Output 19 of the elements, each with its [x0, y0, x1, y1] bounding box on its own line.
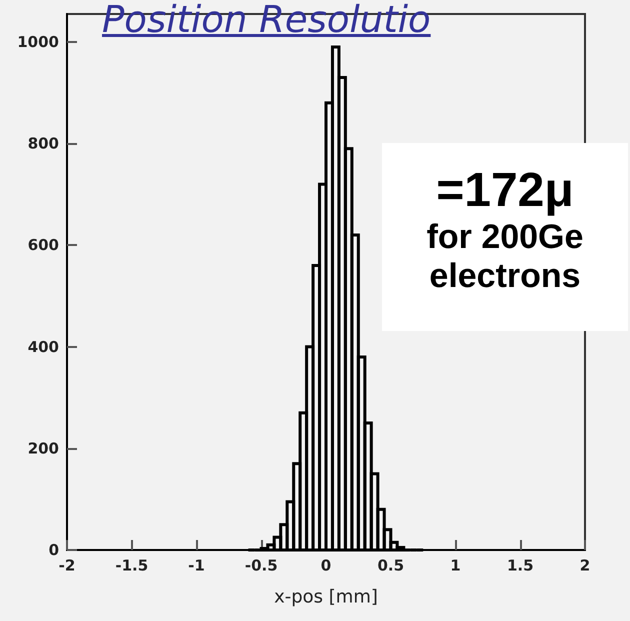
x-tick-label: 1: [450, 556, 461, 574]
y-tick-label: 400: [28, 338, 59, 356]
annotation: for 200Ge: [426, 218, 584, 257]
y-tick-label: 1000: [17, 32, 59, 51]
y-tick-label: 600: [28, 236, 59, 254]
x-tick-label: 0: [320, 556, 332, 574]
x-tick-label: -1: [188, 556, 205, 574]
annotation: electrons: [428, 257, 582, 296]
x-tick-label: 0.5: [377, 556, 404, 574]
x-axis-title: x-pos [mm]: [274, 586, 378, 608]
annotation: =172μ: [435, 163, 575, 218]
x-tick-label: 2: [580, 556, 590, 574]
x-tick-label: -2: [58, 556, 76, 574]
y-tick-label: 0: [48, 541, 59, 559]
x-tick-label: -0.5: [244, 556, 278, 574]
y-tick-label: 800: [28, 134, 59, 153]
x-tick-label: 1.5: [506, 556, 534, 574]
x-tick-label: -1.5: [115, 556, 148, 574]
y-tick-label: 200: [28, 439, 59, 458]
